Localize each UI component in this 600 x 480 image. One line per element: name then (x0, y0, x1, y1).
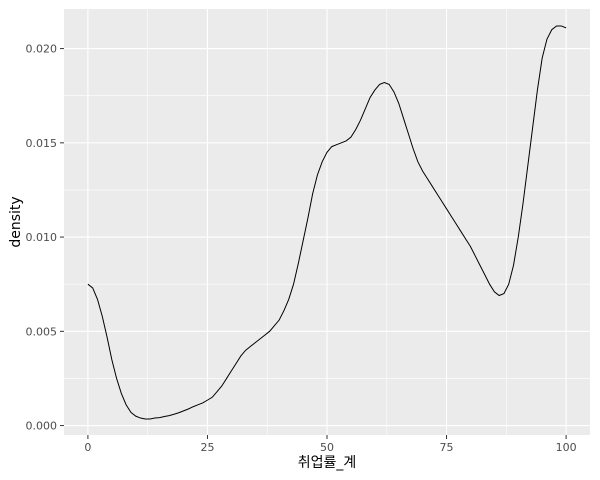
y-tick-label: 0.020 (26, 43, 58, 56)
x-axis-title: 취업률_계 (298, 455, 357, 471)
y-tick-label: 0.005 (26, 325, 58, 338)
grid-major (64, 9, 590, 435)
x-axis: 0 25 50 75 100 (84, 435, 577, 454)
x-tick-label: 75 (440, 441, 454, 454)
x-tick-label: 50 (320, 441, 334, 454)
y-tick-label: 0.015 (26, 137, 58, 150)
density-line (87, 25, 567, 420)
x-tick-label: 25 (200, 441, 214, 454)
y-axis: 0.000 0.005 0.010 0.015 0.020 (26, 43, 64, 433)
x-tick-label: 100 (556, 441, 577, 454)
y-tick-label: 0.010 (26, 231, 58, 244)
y-axis-title: density (8, 196, 24, 247)
x-tick-label: 0 (84, 441, 91, 454)
y-tick-label: 0.000 (26, 420, 58, 433)
